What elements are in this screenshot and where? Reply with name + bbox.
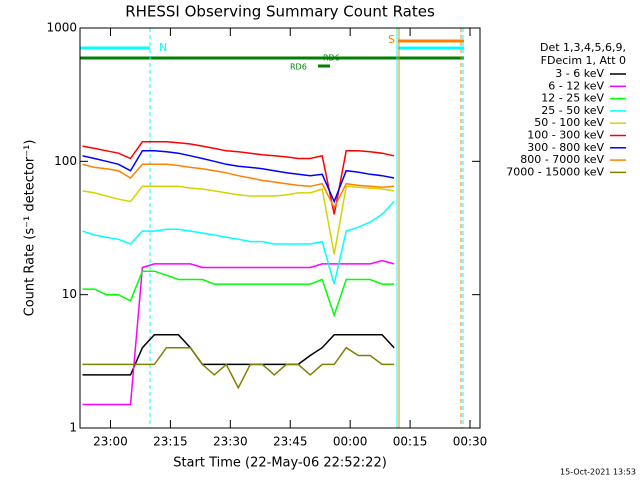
y-tick-label: 100 (54, 154, 77, 168)
annotation: S (388, 33, 395, 46)
chart-title: RHESSI Observing Summary Count Rates (125, 3, 435, 21)
series-line (82, 141, 395, 215)
plot (82, 141, 395, 406)
y-tick-label: 10 (62, 287, 77, 301)
legend-header: Det 1,3,4,5,6,9, (540, 41, 626, 54)
plot-frame (79, 27, 481, 429)
legend-label: 25 - 50 keV (541, 104, 604, 117)
y-tick-label: 1 (69, 421, 77, 435)
series-line (82, 150, 395, 204)
legend-label: 800 - 7000 keV (520, 153, 604, 166)
x-tick-label: 23:45 (273, 435, 308, 449)
annotation: RD6 (323, 54, 340, 63)
legend-header: FDecim 1, Att 0 (541, 54, 626, 67)
series-line (82, 270, 395, 318)
legend-label: 100 - 300 keV (527, 129, 604, 142)
series-line (82, 346, 395, 390)
y-axis-label: Count Rate (s⁻¹ detector⁻¹) (23, 140, 38, 317)
annotation: N (159, 41, 167, 54)
series-line (82, 163, 395, 210)
legend-label: 3 - 6 keV (555, 67, 604, 80)
legend-label: 12 - 25 keV (541, 92, 604, 105)
x-tick-label: 23:15 (153, 435, 188, 449)
x-tick-label: 23:30 (213, 435, 248, 449)
series-line (82, 259, 395, 406)
x-tick-label: 00:30 (453, 435, 488, 449)
legend-label: 50 - 100 keV (534, 116, 604, 129)
x-tick-label: 23:00 (93, 435, 128, 449)
footer: 15-Oct-2021 13:53 (560, 468, 636, 477)
series-line (82, 200, 395, 285)
y-tick-label: 1000 (46, 21, 77, 35)
x-axis-label: Start Time (22-May-06 22:52:22) (173, 456, 387, 471)
legend-label: 300 - 800 keV (527, 141, 604, 154)
legend-label: 6 - 12 keV (548, 79, 604, 92)
annotation: RD6 (290, 63, 307, 72)
x-tick-label: 00:00 (333, 435, 368, 449)
x-tick-label: 00:15 (393, 435, 428, 449)
series-line (82, 185, 395, 255)
legend-label: 7000 - 15000 keV (506, 165, 604, 178)
